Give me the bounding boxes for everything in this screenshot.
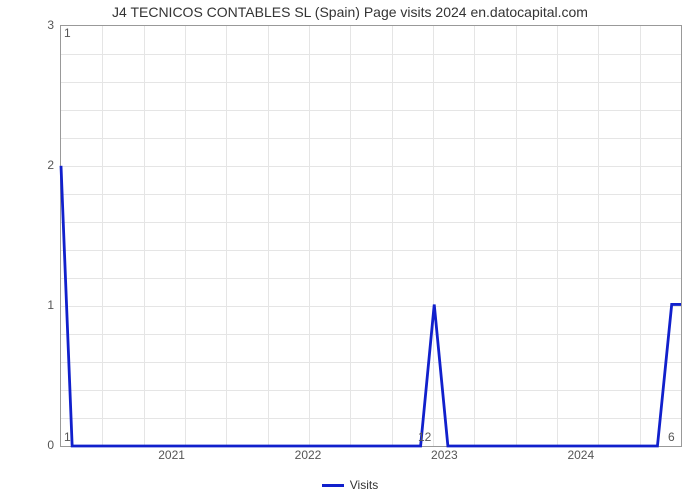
corner-label-bottom-mid: 12 — [418, 430, 431, 444]
x-tick-label: 2021 — [158, 448, 185, 462]
legend-swatch — [322, 484, 344, 487]
visits-chart: J4 TECNICOS CONTABLES SL (Spain) Page vi… — [0, 0, 700, 500]
y-tick-label: 3 — [47, 18, 54, 32]
corner-label-top-left: 1 — [64, 26, 71, 40]
x-tick-label: 2023 — [431, 448, 458, 462]
legend: Visits — [0, 478, 700, 492]
series-line — [61, 26, 681, 446]
corner-label-bottom-right: 6 — [668, 430, 675, 444]
y-tick-label: 2 — [47, 158, 54, 172]
y-tick-label: 0 — [47, 438, 54, 452]
x-tick-label: 2022 — [295, 448, 322, 462]
legend-label: Visits — [350, 478, 378, 492]
chart-title: J4 TECNICOS CONTABLES SL (Spain) Page vi… — [0, 4, 700, 20]
y-tick-label: 1 — [47, 298, 54, 312]
plot-area — [60, 25, 682, 447]
x-tick-label: 2024 — [567, 448, 594, 462]
corner-label-bottom-left: 1 — [64, 430, 71, 444]
